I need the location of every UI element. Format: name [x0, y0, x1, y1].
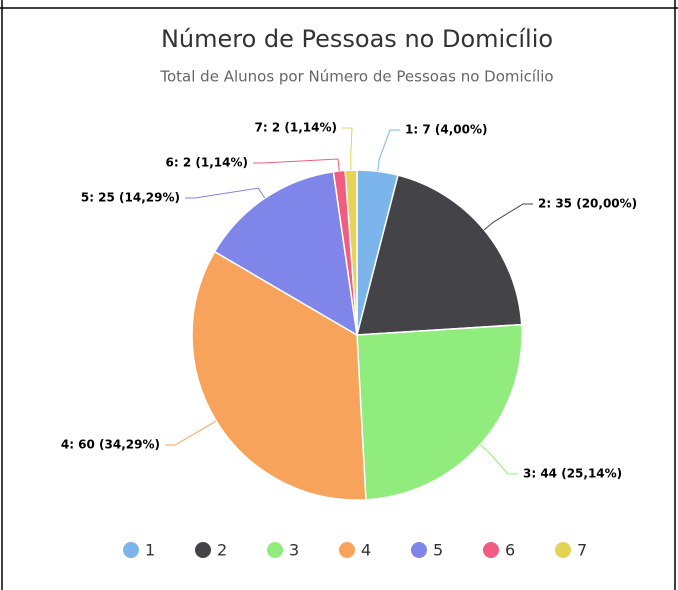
- legend-symbol: [483, 542, 499, 558]
- legend-label: 1: [145, 541, 155, 560]
- connector: [479, 444, 518, 475]
- legend-symbol: [123, 542, 139, 558]
- pie-slice: [356, 174, 523, 336]
- data-label: 4: 60 (34,29%): [61, 438, 160, 452]
- connector: [253, 158, 340, 172]
- legend-symbol: [555, 542, 571, 558]
- legend-label: 4: [361, 541, 371, 560]
- pie-slice: [356, 323, 523, 501]
- data-label: 2: 35 (20,00%): [538, 197, 637, 211]
- data-label: 7: 2 (1,14%): [255, 121, 337, 135]
- data-label: 1: 7 (4,00%): [405, 123, 487, 137]
- legend-symbol: [411, 542, 427, 558]
- legend-symbol: [339, 542, 355, 558]
- data-label: 6: 2 (1,14%): [166, 156, 248, 170]
- connector: [165, 420, 217, 446]
- connector: [483, 203, 533, 231]
- legend-label: 7: [577, 541, 587, 560]
- data-label: 3: 44 (25,14%): [523, 467, 622, 481]
- legend-label: 3: [289, 541, 299, 560]
- chart-subtitle: Total de Alunos por Número de Pessoas no…: [159, 68, 553, 86]
- connector: [342, 127, 353, 171]
- legend-label: 6: [505, 541, 515, 560]
- legend-label: 2: [217, 541, 227, 560]
- legend-label: 5: [433, 541, 443, 560]
- connector: [185, 187, 266, 199]
- chart-title: Número de Pessoas no Domicílio: [161, 25, 553, 53]
- legend-symbol: [195, 542, 211, 558]
- connector: [377, 129, 400, 172]
- legend-symbol: [267, 542, 283, 558]
- pie-slice: [213, 170, 358, 337]
- data-label: 5: 25 (14,29%): [81, 191, 180, 205]
